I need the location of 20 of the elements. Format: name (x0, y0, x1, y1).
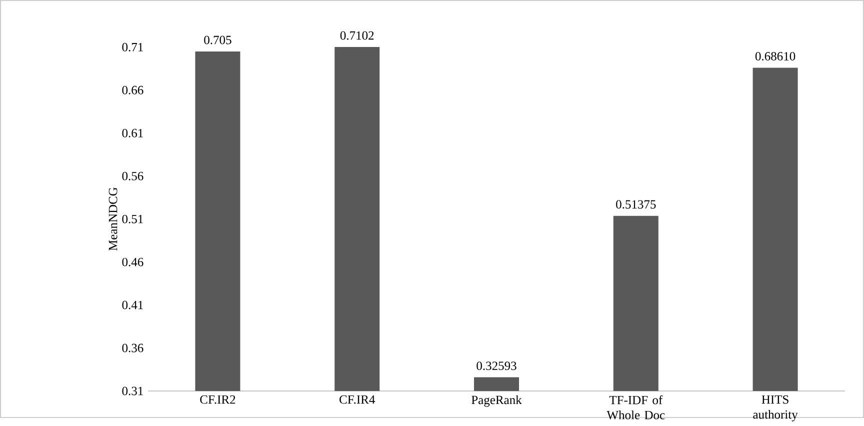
x-tick-label: CF.IR2 (200, 396, 236, 404)
y-tick-label: 0.71 (122, 43, 143, 52)
y-tick-label: 0.66 (122, 86, 144, 95)
x-tick-label: PageRank (472, 396, 522, 407)
y-tick-label: 0.41 (122, 301, 143, 310)
y-tick-label: 0.31 (122, 387, 143, 396)
x-tick-label: CF.IR4 (340, 396, 375, 404)
y-tick-label: 0.51 (122, 215, 143, 224)
y-axis-title: MeanNDCG (108, 188, 118, 251)
data-label: 0.705 (204, 36, 232, 45)
data-label: 0.68610 (755, 52, 796, 61)
y-tick-label: 0.56 (122, 172, 144, 181)
x-tick-label: HITS authority (753, 396, 798, 422)
y-tick-label: 0.36 (122, 344, 144, 353)
y-tick-label: 0.61 (122, 129, 143, 138)
data-label: 0.51375 (616, 200, 656, 209)
x-tick-label: TF-IDF of Whole Doc (606, 396, 665, 420)
data-label: 0.32593 (476, 362, 516, 370)
data-label: 0.7102 (340, 32, 374, 40)
y-tick-label: 0.46 (122, 258, 144, 267)
